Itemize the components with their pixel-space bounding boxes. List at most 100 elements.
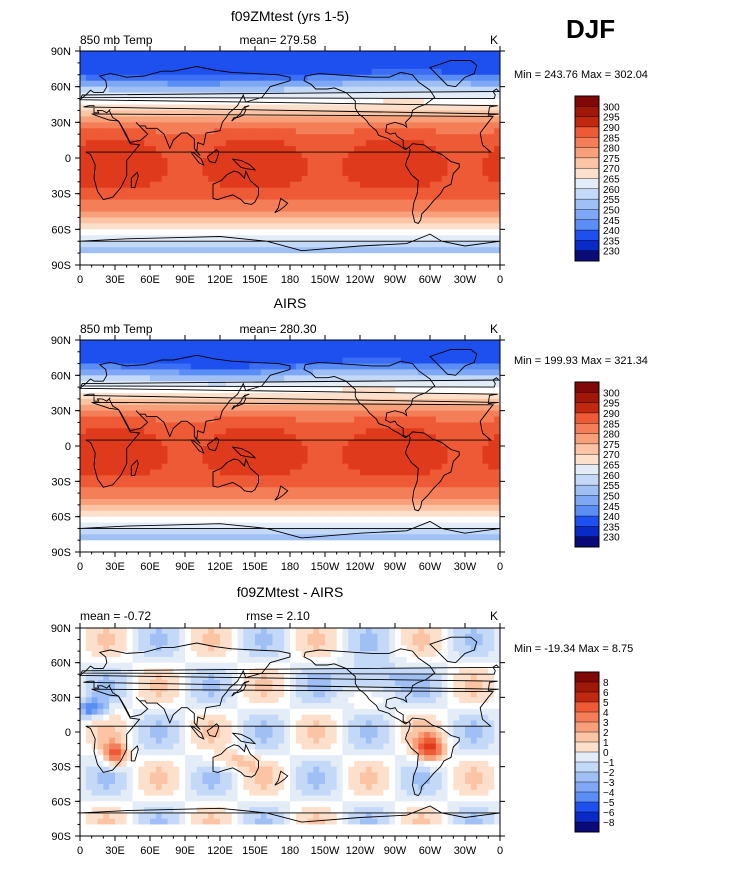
- field-cell: [296, 75, 302, 81]
- field-cell: [138, 446, 144, 452]
- field-cell: [296, 241, 302, 247]
- field-cell: [331, 212, 337, 218]
- field-cell: [267, 170, 273, 176]
- field-cell: [360, 369, 366, 375]
- field-cell: [395, 517, 401, 523]
- field-cell: [296, 212, 302, 218]
- field-cell: [273, 517, 279, 523]
- field-cell: [103, 511, 109, 517]
- field-cell: [168, 164, 174, 170]
- field-cell: [407, 81, 413, 87]
- field-cell: [243, 116, 249, 122]
- field-cell: [197, 487, 203, 493]
- field-cell: [261, 206, 267, 212]
- field-cell: [232, 364, 238, 370]
- field-cell: [86, 182, 92, 188]
- field-cell: [494, 170, 500, 176]
- field-cell: [278, 182, 284, 188]
- field-cell: [395, 487, 401, 493]
- field-cell: [465, 493, 471, 499]
- field-cell: [261, 422, 267, 428]
- field-cell: [144, 200, 150, 206]
- field-cell: [98, 440, 104, 446]
- field-cell: [115, 375, 121, 381]
- field-cell: [156, 75, 162, 81]
- field-cell: [483, 452, 489, 458]
- field-cell: [337, 182, 343, 188]
- field-cell: [459, 206, 465, 212]
- field-cell: [296, 146, 302, 152]
- field-cell: [488, 81, 494, 87]
- field-cell: [453, 422, 459, 428]
- field-cell: [214, 340, 220, 346]
- field-cell: [337, 122, 343, 128]
- field-cell: [494, 387, 500, 393]
- field-cell: [197, 223, 203, 229]
- field-cell: [424, 364, 430, 370]
- field-cell: [92, 81, 98, 87]
- field-cell: [214, 511, 220, 517]
- field-cell: [173, 176, 179, 182]
- field-cell: [115, 470, 121, 476]
- field-cell: [378, 487, 384, 493]
- field-cell: [348, 87, 354, 93]
- field-cell: [418, 446, 424, 452]
- field-cell: [372, 428, 378, 434]
- field-cell: [442, 134, 448, 140]
- field-cell: [430, 51, 436, 57]
- field-cell: [138, 493, 144, 499]
- field-cell: [459, 487, 465, 493]
- field-cell: [197, 481, 203, 487]
- field-cell: [109, 364, 115, 370]
- field-cell: [308, 428, 314, 434]
- field-cell: [109, 134, 115, 140]
- field-cell: [313, 122, 319, 128]
- field-cell: [360, 358, 366, 364]
- field-cell: [331, 440, 337, 446]
- field-cell: [144, 223, 150, 229]
- field-cell: [465, 352, 471, 358]
- field-cell: [407, 464, 413, 470]
- field-cell: [220, 51, 226, 57]
- field-cell: [185, 464, 191, 470]
- field-cell: [290, 122, 296, 128]
- field-cell: [372, 223, 378, 229]
- field-cell: [413, 358, 419, 364]
- field-cell: [243, 517, 249, 523]
- field-cell: [401, 57, 407, 63]
- field-cell: [162, 128, 168, 134]
- field-cell: [430, 505, 436, 511]
- field-cell: [313, 188, 319, 194]
- field-cell: [401, 229, 407, 235]
- field-cell: [232, 340, 238, 346]
- field-cell: [471, 152, 477, 158]
- field-cell: [331, 152, 337, 158]
- field-cell: [331, 146, 337, 152]
- colorbar-label: 230: [603, 247, 620, 258]
- field-cell: [296, 134, 302, 140]
- field-cell: [127, 387, 133, 393]
- field-cell: [226, 164, 232, 170]
- field-cell: [162, 81, 168, 87]
- field-cell: [366, 511, 372, 517]
- field-cell: [162, 212, 168, 218]
- field-cell: [401, 140, 407, 146]
- field-cell: [325, 340, 331, 346]
- field-cell: [483, 364, 489, 370]
- field-cell: [214, 422, 220, 428]
- field-cell: [103, 505, 109, 511]
- field-cell: [395, 452, 401, 458]
- field-cell: [80, 446, 86, 452]
- field-cell: [115, 440, 121, 446]
- field-cell: [179, 182, 185, 188]
- field-cell: [442, 194, 448, 200]
- field-cell: [331, 511, 337, 517]
- units-label: K: [490, 33, 498, 47]
- field-cell: [197, 358, 203, 364]
- field-cell: [302, 81, 308, 87]
- field-cell: [191, 217, 197, 223]
- field-cell: [220, 393, 226, 399]
- field-cell: [133, 481, 139, 487]
- field-cell: [302, 422, 308, 428]
- field-cell: [494, 247, 500, 253]
